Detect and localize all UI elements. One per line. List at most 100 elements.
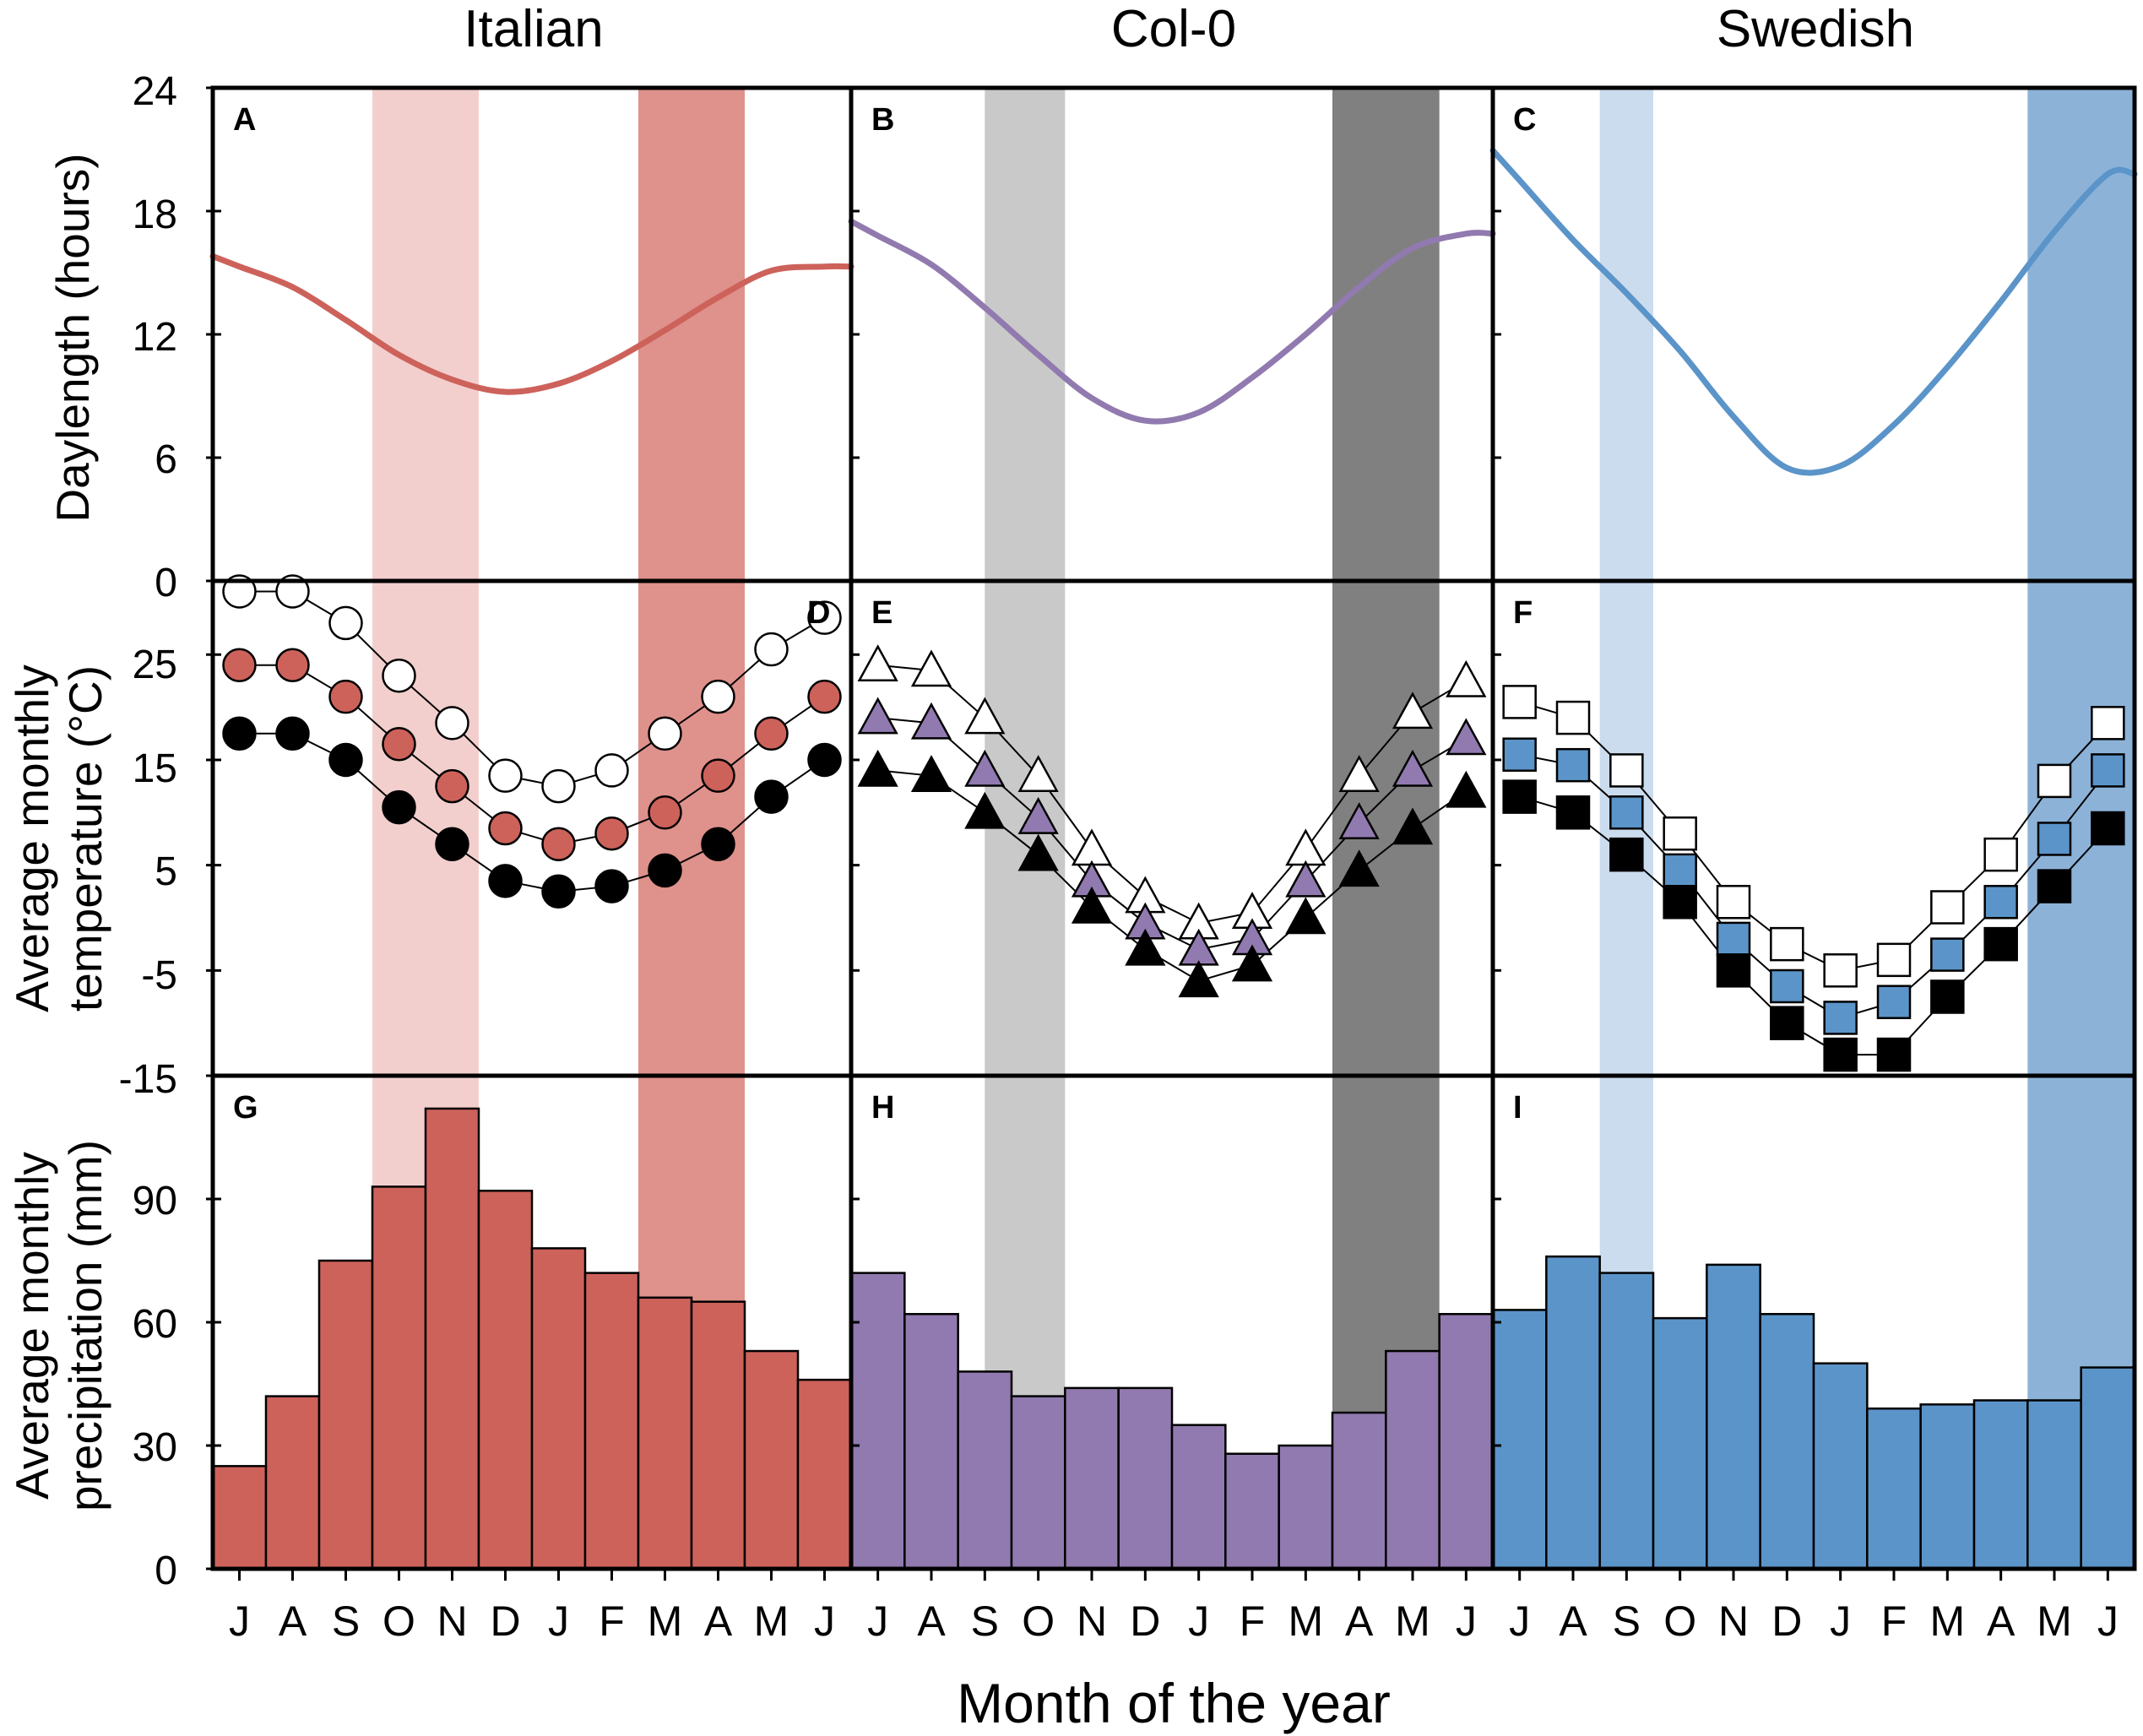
panel-b-daylength-line [848,218,1496,425]
panel-e-mean-line [877,717,1467,951]
panel-f-minimum-marker [2091,811,2125,846]
panel-d-maximum-marker [488,758,523,793]
row3-tick-label: 60 [133,1302,177,1347]
panel-f-mean-marker [1770,968,1804,1004]
month-label: N [1077,1598,1107,1645]
column-title-col0: Col-0 [1111,0,1236,58]
panel-d-minimum-marker [222,716,257,751]
panel-d-minimum-marker [488,864,523,898]
panel-g-bar [477,1190,534,1571]
panel-i-bar [1598,1272,1655,1571]
month-label: D [1130,1598,1160,1645]
panel-f-minimum-marker [1502,779,1537,814]
panel-g-letter: G [233,1090,258,1126]
panel-f-minimum-marker [1930,979,1965,1014]
month-label: F [1881,1598,1907,1645]
panel-f-minimum-marker [1983,926,2018,962]
panel-f-mean-marker [1876,985,1912,1019]
month-label: D [490,1598,520,1645]
panel-h-bar [1224,1452,1280,1571]
panel-h-bar [1278,1444,1334,1571]
panel-d-maximum-marker [275,574,310,609]
panel-f-maximum-marker [2037,763,2072,799]
month-label: D [1771,1598,1802,1645]
panel-f-mean-marker [2091,753,2125,788]
panel-g-bar [583,1272,640,1571]
month-label: A [1987,1598,2016,1645]
panel-f-minimum-marker [1770,1006,1804,1040]
panel-e-minimum-marker [1017,833,1059,871]
panel-f-minimum-marker [2037,869,2072,903]
panel-e-minimum-marker [1125,928,1166,966]
panel-i-bar [2026,1399,2082,1571]
panel-e-mean-marker [1017,796,1059,834]
panel-e-maximum-line [877,664,1467,925]
plot-layer: A B CD E FJ A S O N D J F M A M JGJ A S O N D J F M A M JHJ A S O N D J F… [206,85,2138,1645]
month-label: M [1289,1598,1324,1645]
month-label: O [1022,1598,1055,1645]
panel-h-bar [1438,1313,1495,1571]
panel-d-maximum-marker [382,658,416,693]
row1-tick-label: 12 [133,315,177,360]
panel-f-maximum-marker [1663,816,1697,851]
panel-d-mean-marker [754,716,789,751]
panel-d-minimum-marker [754,779,789,814]
panel-f-mean-marker [1983,885,2018,920]
panel-f-maximum-marker [1876,942,1912,978]
row2-tick-label: -15 [119,1057,177,1102]
panel-e-maximum-marker [1446,659,1487,697]
row1-tick-label: 24 [133,69,177,114]
panel-f-maximum-marker [1609,753,1644,788]
row1-tick-label: 0 [155,561,177,605]
panel-i-letter: I [1513,1090,1522,1126]
panel-f-mean-marker [1502,737,1537,772]
row2-axis-title-line1: Average monthly [6,665,58,1012]
month-label: S [332,1598,360,1645]
panel-f-maximum-marker [1555,700,1591,735]
panel-e-minimum-marker [964,791,1006,829]
panel-h-bar [1010,1395,1066,1571]
panel-d-mean-marker [807,679,842,714]
panel-h-bar [1170,1424,1227,1571]
panel-e-maximum-marker [1017,755,1059,792]
month-label: F [1240,1598,1266,1645]
panel-g-bar [743,1349,800,1571]
panel-d-mean-marker [328,679,363,714]
month-label: M [648,1598,683,1645]
month-label: M [2037,1598,2072,1645]
panel-d-mean-marker [541,827,576,861]
month-label: M [754,1598,789,1645]
row2-axis-title-line2: temperature (°C) [59,665,111,1012]
panel-e-minimum-marker [1178,960,1219,998]
panel-g-bar [637,1296,693,1571]
panel-f-mean-marker [1663,853,1697,888]
row3-axis-title-line1: Average monthly [6,1152,58,1500]
panel-e-mean-marker [857,697,898,735]
panel-d-minimum-marker [328,742,363,778]
panel-f-minimum-marker [1823,1037,1858,1072]
panel-a-frame [210,85,854,583]
panel-f-maximum-marker [1502,685,1537,719]
month-label: J [1456,1598,1477,1645]
panel-c-letter: C [1513,102,1536,138]
panel-i-bar [1652,1316,1708,1571]
panel-f-maximum-marker [1823,953,1858,988]
panel-d-maximum-marker [594,753,629,788]
panel-i-bar [2080,1366,2136,1571]
panel-f-maximum-marker [2091,706,2125,741]
panel-d-shading-light [372,581,479,1076]
month-label: J [867,1598,888,1645]
panel-e-mean-marker [1338,802,1380,840]
panel-e-mean-marker [1392,749,1434,787]
panel-f-minimum-marker [1555,795,1591,830]
month-label: J [548,1598,569,1645]
panel-f-maximum-marker [1716,885,1751,920]
row1-tick-label: 6 [155,437,177,482]
panel-g-bar [264,1395,321,1571]
panel-e-letter: E [871,595,892,631]
month-label: J [814,1598,835,1645]
panel-f-minimum-marker [1876,1037,1912,1072]
panel-c-shading-dark [2027,88,2135,581]
month-label: J [2097,1598,2119,1645]
panel-d-maximum-marker [754,632,789,667]
